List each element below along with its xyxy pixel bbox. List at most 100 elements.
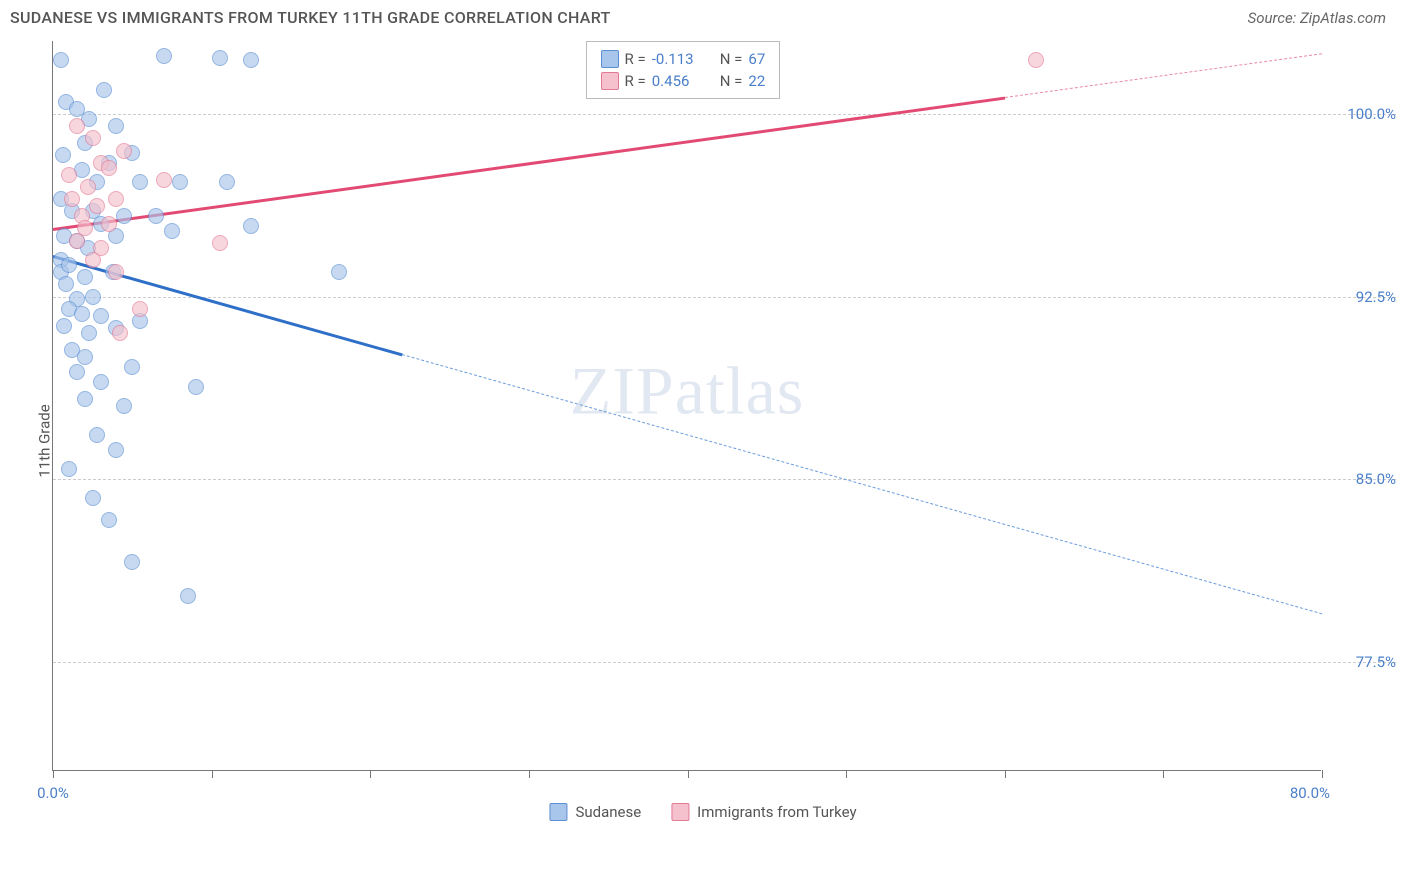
data-point [77,391,93,407]
data-point [69,118,85,134]
data-point [132,301,148,317]
data-point [116,398,132,414]
legend-item: Immigrants from Turkey [671,803,856,821]
data-point [124,359,140,375]
data-point [101,160,117,176]
data-point [69,364,85,380]
legend-n-value: 22 [748,72,765,90]
data-point [331,264,347,280]
series-legend: Sudanese Immigrants from Turkey [549,803,856,821]
data-point [108,191,124,207]
data-point [112,325,128,341]
data-point [53,52,69,68]
legend-swatch [601,50,619,68]
plot-area: ZIPatlas R =-0.113N =67R =0.456N =22 77.… [52,41,1321,771]
data-point [116,143,132,159]
correlation-legend: R = -0.113 N = 67 R = 0.456 N = 22 [586,41,781,99]
data-point [156,172,172,188]
data-point [85,289,101,305]
data-point [212,50,228,66]
data-point [77,349,93,365]
watermark: ZIPatlas [570,351,805,430]
legend-row: R = -0.113 N = 67 [601,48,766,70]
x-tick [688,770,689,778]
data-point [58,276,74,292]
legend-r-value: 0.456 [652,72,704,90]
data-point [101,512,117,528]
legend-row: R = 0.456 N = 22 [601,70,766,92]
y-tick-label: 100.0% [1326,105,1396,123]
y-tick-label: 77.5% [1326,653,1396,671]
x-tick [212,770,213,778]
legend-n-label: N = [720,72,743,90]
data-point [93,308,109,324]
x-tick [1322,770,1323,778]
data-point [77,269,93,285]
data-point [219,174,235,190]
data-point [93,374,109,390]
data-point [61,167,77,183]
chart-title: SUDANESE VS IMMIGRANTS FROM TURKEY 11TH … [10,8,611,27]
data-point [132,174,148,190]
x-tick [1163,770,1164,778]
data-point [212,235,228,251]
data-point [164,223,180,239]
x-tick [53,770,54,778]
legend-label: Sudanese [575,803,641,821]
data-point [172,174,188,190]
data-point [85,130,101,146]
data-point [108,118,124,134]
gridline-h [53,479,1396,480]
legend-r-label: R = [625,50,646,68]
trend-line [53,97,1005,231]
legend-n-label: N = [720,50,743,68]
data-point [148,208,164,224]
data-point [188,379,204,395]
legend-r-value: -0.113 [652,50,704,68]
data-point [243,218,259,234]
y-axis-label: 11th Grade [36,404,54,477]
data-point [108,264,124,280]
data-point [116,208,132,224]
y-tick-label: 85.0% [1326,470,1396,488]
data-point [96,82,112,98]
data-point [85,252,101,268]
y-tick-label: 92.5% [1326,288,1396,306]
trend-line [402,354,1322,614]
legend-n-value: 67 [748,50,765,68]
data-point [243,52,259,68]
data-point [56,318,72,334]
data-point [108,442,124,458]
chart-container: 11th Grade ZIPatlas R = -0.113 N = 67 R = 0.4… [0,31,1406,851]
data-point [61,257,77,273]
legend-swatch [549,803,567,821]
chart-header: SUDANESE VS IMMIGRANTS FROM TURKEY 11TH … [0,0,1406,31]
data-point [61,461,77,477]
x-tick [529,770,530,778]
x-tick [1005,770,1006,778]
data-point [55,147,71,163]
data-point [85,490,101,506]
data-point [89,427,105,443]
data-point [64,191,80,207]
data-point [101,216,117,232]
gridline-h [53,297,1396,298]
legend-r-label: R = [625,72,646,90]
data-point [80,179,96,195]
chart-source: Source: ZipAtlas.com [1248,9,1386,27]
legend-item: Sudanese [549,803,641,821]
legend-label: Immigrants from Turkey [697,803,856,821]
data-point [124,554,140,570]
legend-swatch [671,803,689,821]
gridline-h [53,114,1396,115]
data-point [156,48,172,64]
x-tick [370,770,371,778]
trend-line [1005,53,1322,98]
x-tick-label: 80.0% [1290,784,1330,802]
data-point [81,325,97,341]
gridline-h [53,662,1396,663]
data-point [180,588,196,604]
legend-swatch [601,72,619,90]
x-tick [846,770,847,778]
data-point [69,233,85,249]
